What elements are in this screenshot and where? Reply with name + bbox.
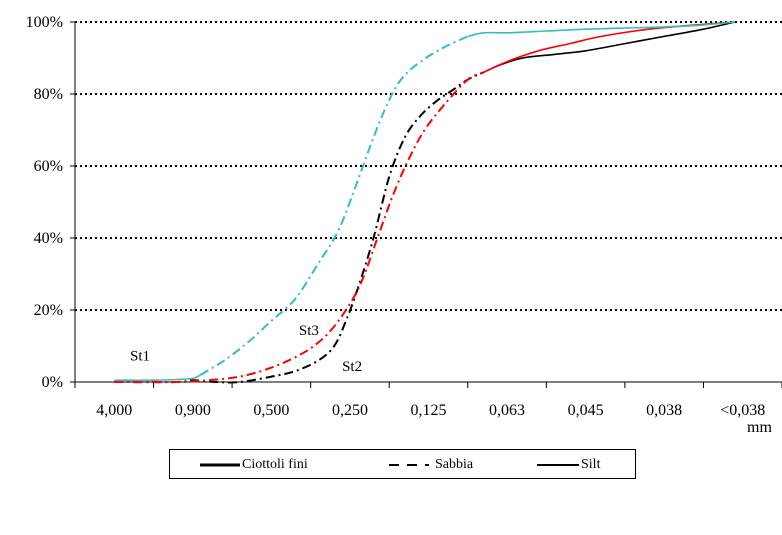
x-tick-label: 0,500 (253, 402, 289, 419)
series-line-st3-solid (114, 374, 202, 382)
series-line-st1-dash-dot (114, 71, 484, 384)
legend-swatch-solid (537, 464, 579, 466)
x-tick-label: 0,900 (175, 402, 211, 419)
grain-size-chart: 0% 20% 40% 60% 80% 100% 4,000 0,900 0,500 0,250 0… (26, 14, 782, 436)
y-tick-label: 0% (42, 374, 63, 391)
legend-label: Silt (581, 457, 601, 472)
x-tick-label: 0,045 (568, 402, 604, 419)
legend: Ciottoli fini Sabbia Silt (169, 449, 636, 479)
x-tick-label: 4,000 (96, 402, 132, 419)
series-annotations: St1 St3 St2 (130, 323, 362, 375)
x-tick-label: 0,038 (646, 402, 682, 419)
series-line-st1-solid (483, 21, 736, 74)
series-line-st3-solid (467, 21, 735, 38)
axes (74, 22, 782, 383)
y-tick-label: 80% (34, 86, 63, 103)
x-tick-label: <0,038 (720, 402, 765, 419)
y-tick-label: 40% (34, 230, 63, 247)
y-tick-label: 100% (26, 14, 63, 31)
y-tick-label: 60% (34, 158, 63, 175)
x-tick-label: 0,125 (411, 402, 447, 419)
legend-label: Sabbia (435, 457, 474, 472)
x-tick-label: 0,063 (489, 402, 525, 419)
legend-item-ciottoli: Ciottoli fini (200, 455, 308, 475)
legend-item-sabbia: Sabbia (387, 455, 473, 475)
legend-swatch-dash (389, 464, 429, 466)
series-line-st2-dash-dot (114, 71, 484, 384)
y-tick-labels: 0% 20% 40% 60% 80% 100% (26, 14, 63, 391)
y-tick-label: 20% (34, 302, 63, 319)
annotation-st1: St1 (130, 348, 150, 364)
legend-item-silt: Silt (537, 455, 600, 475)
annotation-st3: St3 (299, 323, 319, 339)
legend-swatch-solid-thick (200, 463, 240, 467)
series-line-st3-dash-dot (200, 35, 469, 376)
x-tick-labels: 4,000 0,900 0,500 0,250 0,125 0,063 0,045 0,038… (74, 382, 782, 419)
gridlines (70, 21, 782, 383)
unit-label: mm (747, 419, 772, 436)
annotation-st2: St2 (342, 359, 362, 375)
x-tick-label: 0,250 (332, 402, 368, 419)
series-lines (114, 21, 736, 384)
legend-label: Ciottoli fini (242, 457, 308, 472)
